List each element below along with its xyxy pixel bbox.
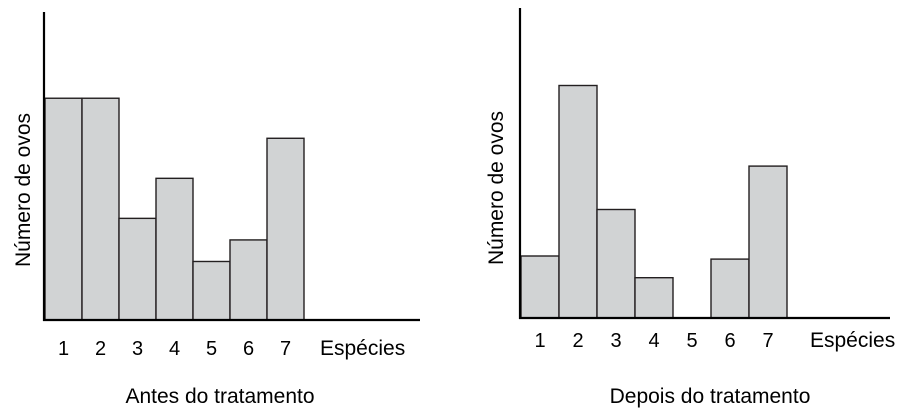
- x-tick-label: 2: [95, 338, 106, 360]
- bar-species-4: [634, 277, 674, 319]
- bar-species-2: [81, 97, 120, 321]
- x-tick-label: 5: [686, 330, 697, 352]
- bar-species-1: [44, 97, 83, 321]
- x-tick-label: 1: [58, 338, 69, 360]
- bar-species-2: [558, 84, 598, 319]
- x-tick-label: 2: [572, 330, 583, 352]
- x-tick-label: 3: [132, 338, 143, 360]
- chart-title: Antes do tratamento: [125, 385, 314, 408]
- x-tick-label: 7: [280, 338, 291, 360]
- x-tick-label: 6: [243, 338, 254, 360]
- x-tick-label: 6: [724, 330, 735, 352]
- y-axis-label: Número de ovos: [12, 113, 35, 267]
- chart-title: Depois do tratamento: [610, 385, 811, 408]
- bar-species-6: [229, 239, 268, 321]
- bar-species-4: [155, 177, 194, 321]
- x-axis-label: Espécies: [320, 337, 405, 360]
- x-tick-label: 4: [648, 330, 659, 352]
- x-tick-label: 5: [206, 338, 217, 360]
- y-axis-label: Número de ovos: [485, 111, 508, 265]
- x-tick-label: 1: [534, 330, 545, 352]
- bar-species-1: [520, 255, 560, 319]
- x-tick-label: 3: [610, 330, 621, 352]
- bar-species-7: [266, 137, 305, 321]
- x-tick-label: 4: [169, 338, 180, 360]
- bar-species-6: [710, 258, 750, 319]
- bar-species-5: [192, 260, 231, 321]
- bar-species-3: [596, 208, 636, 319]
- x-tick-label: 7: [762, 330, 773, 352]
- chart-after-treatment: 1 2 3 4 5 6 7 Espécies Número de ovos Depois do t…: [485, 8, 895, 408]
- bar-species-3: [118, 217, 157, 321]
- x-axis-label: Espécies: [810, 329, 895, 352]
- chart-before-treatment: 1 2 3 4 5 6 7 Espécies Número de ovos Antes do tr…: [12, 12, 420, 408]
- bar-species-7: [748, 165, 788, 319]
